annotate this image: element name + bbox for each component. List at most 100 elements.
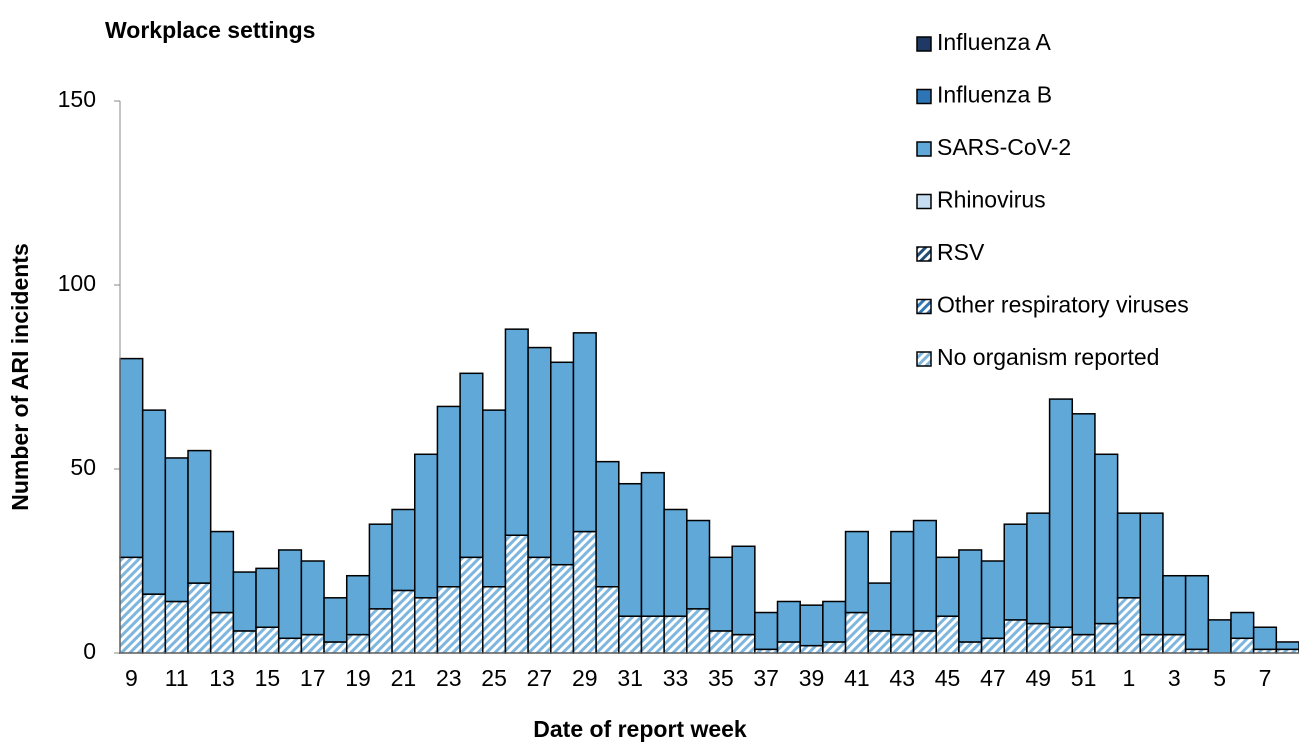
bar-segment [1071, 413, 1096, 636]
legend-label: Other respiratory viruses [937, 292, 1189, 318]
bar-segment [958, 549, 983, 643]
bar-segment [1003, 523, 1028, 621]
legend-swatch [916, 298, 932, 315]
bar-segment [459, 372, 484, 559]
x-tick-label: 35 [708, 665, 734, 691]
legend-label: SARS-CoV-2 [937, 134, 1071, 160]
bar-segment [119, 357, 144, 559]
bar-segment [799, 644, 824, 654]
bar-segment [640, 471, 665, 617]
bar-segment [1026, 512, 1051, 625]
bar-segment [867, 582, 892, 632]
bar-segment [980, 560, 1005, 640]
bar-segment [209, 530, 235, 614]
bar-segment [935, 615, 960, 654]
bar-segment [867, 630, 892, 654]
bar-segment [572, 530, 597, 654]
x-tick-label: 5 [1213, 665, 1226, 691]
bar-segment [391, 508, 416, 592]
bar-segment [550, 563, 575, 654]
chart-title: Workplace settings [105, 17, 315, 43]
y-axis-label: Number of ARI incidents [7, 243, 33, 511]
legend-label: Influenza B [937, 82, 1052, 108]
bar-segment [731, 633, 756, 654]
bar-segment [1162, 633, 1187, 654]
legend-label: Rhinovirus [937, 187, 1046, 213]
bar-segment [1094, 453, 1119, 625]
bar-segment [414, 597, 439, 654]
bar-segment [1116, 597, 1142, 654]
bar-segment [436, 586, 461, 654]
x-tick-label: 25 [481, 665, 507, 691]
bar-segment [663, 615, 688, 654]
x-tick-label: 13 [209, 665, 235, 691]
bar-segment [209, 611, 235, 654]
bar-segment [776, 641, 801, 654]
legend-swatch [916, 193, 932, 210]
bar-segment [1162, 574, 1187, 636]
x-tick-label: 33 [663, 665, 689, 691]
x-tick-label: 1 [1123, 665, 1136, 691]
x-tick-label: 17 [300, 665, 326, 691]
x-tick-label: 21 [391, 665, 417, 691]
x-tick-label: 11 [165, 665, 189, 691]
bar-segment [1230, 611, 1255, 640]
bar-segment [255, 626, 280, 654]
bar-segment [844, 530, 869, 614]
bar-segment [799, 604, 824, 647]
bar-segment [119, 556, 144, 654]
bar-segment [731, 545, 756, 636]
legend-label: RSV [937, 239, 985, 265]
bar-segment [980, 637, 1005, 654]
bar-segment [187, 449, 212, 584]
bar-segment [1048, 626, 1074, 654]
bar-segment [618, 482, 643, 617]
bar-segment [1071, 633, 1096, 654]
bar-segment [504, 534, 529, 654]
bar-segment [1026, 622, 1051, 654]
bar-segment [890, 530, 915, 636]
legend-swatch [916, 36, 932, 52]
x-tick-label: 37 [753, 665, 779, 691]
bar-segment [164, 457, 189, 603]
bar-segment [686, 519, 711, 610]
x-tick-label: 23 [436, 665, 462, 691]
bar-segment [1116, 512, 1142, 599]
bar-segment [1207, 619, 1232, 654]
bar-segment [527, 556, 552, 654]
bar-segment [776, 600, 801, 643]
bar-segment [1275, 641, 1299, 651]
bar-segment [391, 589, 416, 654]
bar-segment [595, 460, 620, 588]
x-axis-label: Date of report week [533, 716, 747, 742]
bar-segment [345, 574, 371, 636]
bar-segment [504, 328, 529, 536]
bar-segment [572, 332, 597, 533]
bar-segment [527, 346, 552, 559]
bar-segment [754, 611, 779, 651]
x-tick-label: 31 [617, 665, 643, 691]
legend-swatch [916, 88, 932, 105]
bar-segment [958, 641, 983, 654]
bar-segment [912, 519, 937, 632]
x-tick-label: 19 [345, 665, 371, 691]
bar-segment [482, 409, 507, 588]
bar-segment [345, 633, 371, 654]
x-tick-label: 15 [255, 665, 281, 691]
y-tick-label: 150 [58, 86, 96, 112]
bar-segment [1139, 512, 1164, 636]
bar-segment [1230, 637, 1255, 654]
legend-swatch [916, 351, 932, 367]
bar-segment [640, 615, 665, 654]
bar-segment [708, 630, 733, 654]
y-tick-label: 50 [70, 454, 96, 480]
bar-segment [1094, 622, 1119, 654]
bar-segment [368, 608, 393, 654]
bar-segment [300, 560, 325, 636]
x-tick-label: 3 [1168, 665, 1181, 691]
bar-segment [482, 586, 507, 654]
bar-segment [436, 405, 461, 588]
x-tick-label: 9 [125, 665, 138, 691]
bar-segment [550, 361, 575, 566]
